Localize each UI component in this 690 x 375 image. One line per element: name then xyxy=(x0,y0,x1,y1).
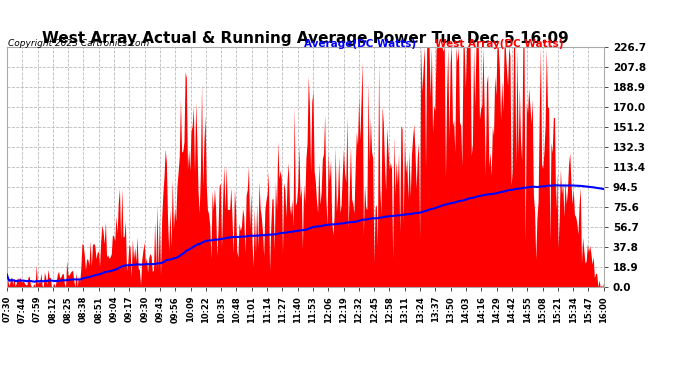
Text: Average(DC Watts): Average(DC Watts) xyxy=(304,39,415,50)
Text: Copyright 2023 Cartronics.com: Copyright 2023 Cartronics.com xyxy=(8,39,150,48)
Title: West Array Actual & Running Average Power Tue Dec 5 16:09: West Array Actual & Running Average Powe… xyxy=(42,31,569,46)
Text: West Array(DC Watts): West Array(DC Watts) xyxy=(435,39,563,50)
